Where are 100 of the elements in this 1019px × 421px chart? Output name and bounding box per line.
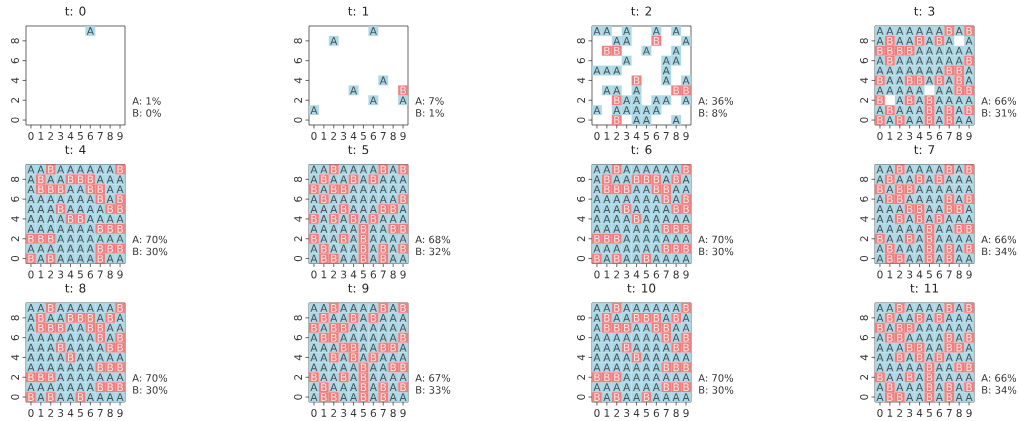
text: A: [623, 363, 631, 372]
y-tick-label: 0: [577, 117, 585, 123]
text: B: [614, 234, 620, 243]
text: A: [350, 234, 358, 243]
text: B: [331, 333, 337, 342]
text: A: [350, 383, 358, 391]
x-tick-label: 0: [594, 409, 600, 417]
text: A: [672, 353, 680, 362]
text: A: [965, 373, 973, 382]
text: B: [604, 373, 610, 382]
text: A: [96, 373, 104, 382]
text: B: [331, 393, 337, 401]
text: A: [57, 215, 65, 223]
x-tick-label: 3: [58, 409, 64, 417]
text: B: [966, 363, 972, 372]
text: A: [965, 314, 973, 322]
text: A: [623, 314, 631, 322]
text: A: [662, 215, 670, 223]
text: A: [906, 383, 914, 391]
text: A: [603, 343, 611, 352]
text: A: [350, 304, 358, 312]
text: B: [926, 393, 933, 401]
text: A: 67%: [415, 374, 451, 382]
text: B: [594, 234, 600, 243]
text: A: [672, 333, 680, 342]
text: A: [359, 353, 367, 362]
text: A: [76, 323, 84, 332]
text: A: [916, 46, 924, 55]
x-tick-label: 3: [341, 132, 347, 140]
text: B: [877, 116, 883, 124]
text: A: [359, 195, 367, 203]
text: A: [886, 373, 894, 382]
y-tick-label: 8: [577, 315, 585, 321]
text: B: [594, 254, 600, 263]
text: A: [86, 165, 94, 174]
x-tick-label: 8: [107, 132, 113, 140]
x-tick-label: 6: [653, 409, 660, 417]
text: A: [925, 46, 933, 55]
x-tick-label: 4: [916, 132, 923, 140]
text: A: [925, 56, 933, 65]
text: B: [380, 393, 387, 401]
text: A: [916, 116, 924, 124]
text: A: [593, 333, 601, 342]
text: B: [663, 363, 670, 372]
y-tick-label: 8: [860, 315, 868, 321]
text: A: [896, 383, 904, 391]
text: A: [642, 353, 650, 362]
text: B: [966, 86, 972, 95]
text: B: [936, 76, 943, 85]
y-tick-label: 2: [860, 374, 868, 380]
text: A: [876, 215, 884, 223]
text: A: [379, 373, 387, 382]
text: B: [87, 323, 94, 332]
x-tick-label: 7: [97, 409, 103, 417]
text: A: [379, 333, 387, 342]
text: A: [925, 185, 933, 194]
text: A: [310, 106, 318, 114]
text: A: [86, 333, 94, 342]
text: A: [310, 244, 318, 253]
text: A: [613, 314, 621, 322]
text: A: [389, 234, 397, 243]
text: A: [379, 234, 387, 243]
text: A: [613, 66, 621, 75]
text: B: [897, 46, 903, 55]
x-tick-label: 6: [87, 132, 94, 140]
text: A: [896, 363, 904, 372]
text: A: [662, 393, 670, 401]
text: A: [623, 106, 631, 114]
text: A: [906, 37, 914, 45]
text: A: [593, 106, 601, 114]
y-tick-label: 6: [294, 57, 302, 64]
text: A: [886, 363, 894, 372]
text: A: [642, 106, 650, 114]
x-tick-label: 5: [643, 270, 649, 279]
text: B: [897, 353, 903, 362]
text: B: [614, 254, 620, 263]
y-tick-label: 8: [577, 38, 585, 44]
text: B: [907, 323, 913, 332]
x-tick-label: 5: [643, 132, 649, 140]
text: A: [76, 254, 84, 263]
text: A: [399, 353, 407, 362]
x-tick-label: 5: [926, 270, 932, 279]
y-tick-label: 0: [577, 255, 585, 262]
text: B: [877, 46, 883, 55]
text: A: [672, 46, 680, 55]
y-tick-label: 4: [860, 354, 868, 361]
text: B: [97, 185, 104, 194]
text: A: [876, 165, 884, 174]
text: B: [916, 215, 923, 223]
text: B: [936, 353, 943, 362]
text: A: [886, 343, 894, 352]
text: A: [623, 37, 631, 45]
text: A: [965, 37, 973, 45]
text: A: [593, 225, 601, 233]
text: A: [106, 185, 114, 194]
x-tick-label: 1: [321, 409, 327, 417]
text: A: [935, 254, 943, 263]
text: A: [37, 205, 45, 213]
text: A: [662, 66, 670, 75]
y-tick-label: 6: [860, 57, 868, 64]
